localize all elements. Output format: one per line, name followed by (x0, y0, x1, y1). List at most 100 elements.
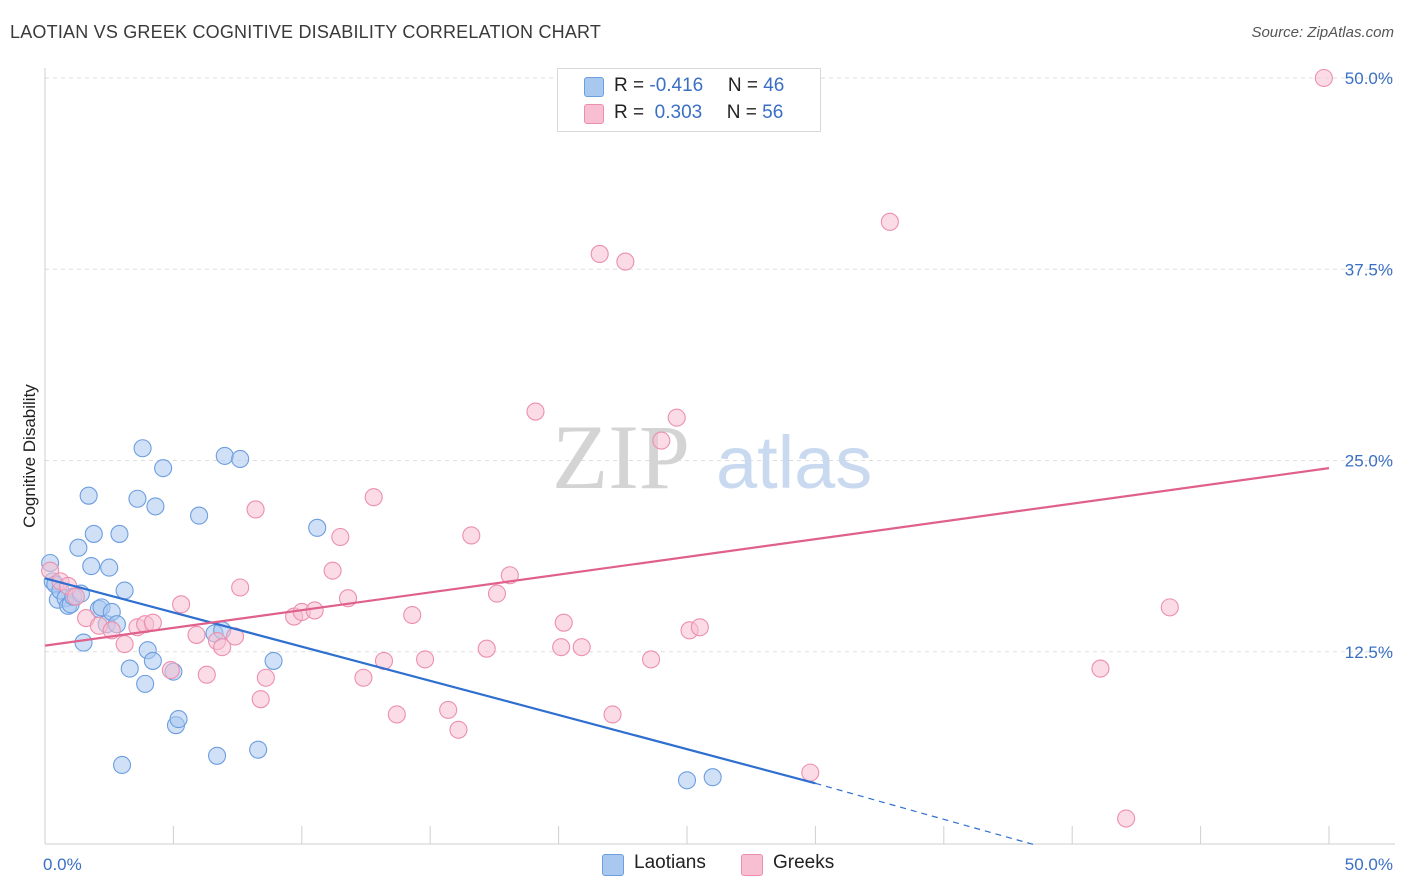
greek-point (526, 402, 545, 421)
laotian-point (136, 674, 155, 693)
laotian-point (115, 581, 134, 600)
greek-point (449, 720, 468, 739)
greek-point (439, 700, 458, 719)
laotian-point (143, 651, 162, 670)
laotians-swatch (584, 77, 604, 97)
laotian-point (110, 524, 129, 543)
laotian-point (100, 558, 119, 577)
y-tick-label: 50.0% (1345, 69, 1393, 88)
greek-point (416, 650, 435, 669)
x-tick-label: 50.0% (1345, 855, 1393, 874)
laotians-trend-line (44, 577, 816, 785)
laotian-point (128, 489, 147, 508)
greek-point (143, 613, 162, 632)
laotian-point (79, 486, 98, 505)
greek-point (1091, 659, 1110, 678)
laotian-point (154, 459, 173, 478)
greeks-swatch (584, 104, 604, 124)
chart-title: LAOTIAN VS GREEK COGNITIVE DISABILITY CO… (10, 22, 602, 42)
laotian-point (231, 449, 250, 469)
greek-point (652, 431, 671, 450)
laotian-point (82, 557, 101, 576)
greek-point (115, 635, 134, 654)
greek-point (161, 661, 180, 680)
y-axis-title: Cognitive Disability (20, 384, 39, 528)
greek-point (641, 650, 661, 669)
laotian-point (120, 659, 139, 678)
greek-point (477, 639, 496, 658)
greek-point (387, 705, 406, 724)
watermark-atlas: atlas (716, 421, 872, 504)
greek-point (246, 500, 265, 519)
greek-point (213, 638, 232, 657)
source-label: Source: ZipAtlas.com (1251, 24, 1394, 41)
laotian-point (74, 633, 93, 652)
greek-point (364, 488, 383, 507)
greek-point (690, 618, 709, 637)
x-tick-label: 0.0% (43, 855, 82, 874)
greek-point (231, 578, 250, 597)
greek-point (590, 244, 609, 263)
laotian-point (703, 768, 722, 787)
n-label: N = (726, 102, 763, 123)
laotian-point (677, 771, 697, 790)
greek-point (603, 705, 622, 724)
laotian-point (249, 740, 268, 759)
laotian-point (208, 746, 227, 765)
laotian-point (146, 497, 165, 516)
x-tick-labels: 0.0% 50.0% (43, 855, 1393, 874)
laotian-point (215, 446, 234, 465)
axes (44, 68, 1395, 845)
watermark-zip: ZIP (552, 406, 690, 508)
greek-point (572, 638, 591, 657)
greek-point (197, 665, 216, 684)
greek-point (667, 408, 686, 427)
r-label: R = (614, 75, 650, 96)
laotians-legend-label: Laotians (634, 852, 706, 873)
y-tick-label: 37.5% (1345, 260, 1393, 279)
n-value-laotians: 46 (763, 75, 785, 96)
correlation-legend: R = -0.416 N = 46 R = 0.303 N = 56 (557, 68, 821, 132)
laotians-trend-extension (815, 782, 1034, 846)
greek-point (487, 584, 507, 603)
greeks-legend-label: Greeks (773, 852, 835, 873)
greek-point (66, 587, 85, 606)
greek-point (1160, 598, 1179, 617)
laotian-point (190, 506, 209, 525)
laotian-point (308, 518, 327, 537)
laotian-point (69, 538, 88, 557)
greek-point (552, 638, 571, 657)
greek-point (256, 668, 275, 687)
laotians-legend-swatch (602, 854, 624, 876)
greek-point (323, 561, 342, 580)
greek-point (462, 526, 481, 545)
greeks-trend-line (44, 467, 1330, 647)
greek-point (305, 601, 324, 620)
laotian-point (133, 439, 152, 458)
trend-lines (44, 467, 1330, 846)
greek-point (1117, 809, 1136, 828)
laotian-point (84, 524, 103, 543)
greek-point (801, 763, 820, 782)
r-value-laotians: -0.416 (649, 75, 704, 96)
greek-point (331, 527, 350, 547)
greeks-points (41, 68, 1333, 828)
greek-point (354, 668, 373, 687)
greek-point (554, 613, 573, 632)
y-tick-label: 12.5% (1345, 643, 1393, 662)
r-value-greeks: 0.303 (649, 102, 703, 123)
greeks-legend-swatch (741, 854, 763, 876)
greek-point (102, 621, 121, 640)
greek-point (187, 625, 206, 644)
series-legend: Laotians Greeks (0, 852, 1406, 878)
greek-point (616, 252, 635, 271)
y-tick-label: 25.0% (1345, 452, 1393, 471)
greek-point (403, 605, 422, 625)
greek-point (880, 212, 899, 231)
y-tick-labels: 12.5% 25.0% 37.5% 50.0% (1345, 69, 1393, 662)
laotian-point (112, 755, 132, 775)
greek-point (1314, 68, 1333, 88)
greek-point (172, 595, 191, 614)
greek-point (500, 566, 519, 585)
